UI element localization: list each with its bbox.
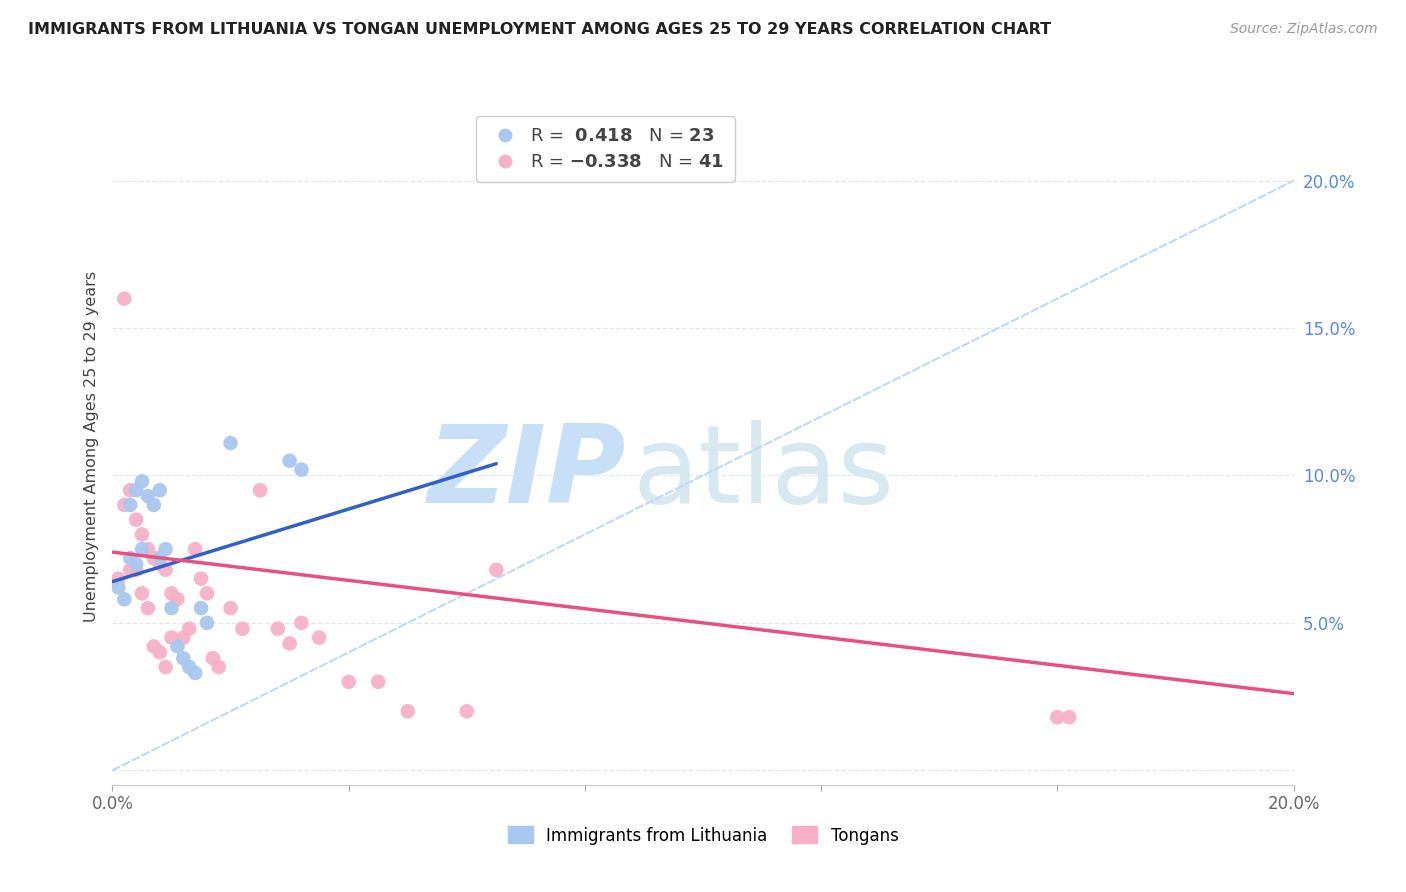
Point	[172, 651, 194, 665]
Point	[184, 542, 207, 557]
Point	[125, 513, 148, 527]
Point	[195, 615, 218, 630]
Point	[142, 551, 165, 566]
Point	[160, 631, 183, 645]
Point	[142, 498, 165, 512]
Point	[149, 551, 172, 566]
Point	[149, 483, 172, 498]
Point	[278, 454, 301, 468]
Point	[219, 601, 242, 615]
Point	[166, 592, 188, 607]
Text: ZIP: ZIP	[427, 420, 626, 526]
Point	[1046, 710, 1069, 724]
Point	[195, 586, 218, 600]
Point	[396, 704, 419, 718]
Point	[131, 542, 153, 557]
Point	[231, 622, 253, 636]
Legend: Immigrants from Lithuania, Tongans: Immigrants from Lithuania, Tongans	[501, 820, 905, 851]
Point	[166, 640, 188, 654]
Text: IMMIGRANTS FROM LITHUANIA VS TONGAN UNEMPLOYMENT AMONG AGES 25 TO 29 YEARS CORRE: IMMIGRANTS FROM LITHUANIA VS TONGAN UNEM…	[28, 22, 1052, 37]
Point	[131, 527, 153, 541]
Point	[160, 601, 183, 615]
Point	[136, 601, 159, 615]
Point	[267, 622, 290, 636]
Point	[107, 572, 129, 586]
Point	[190, 572, 212, 586]
Point	[485, 563, 508, 577]
Point	[290, 615, 312, 630]
Point	[142, 640, 165, 654]
Point	[112, 592, 135, 607]
Point	[136, 489, 159, 503]
Point	[149, 645, 172, 659]
Point	[160, 586, 183, 600]
Point	[120, 563, 142, 577]
Text: Source: ZipAtlas.com: Source: ZipAtlas.com	[1230, 22, 1378, 37]
Point	[155, 660, 177, 674]
Point	[1057, 710, 1080, 724]
Point	[179, 622, 201, 636]
Point	[131, 586, 153, 600]
Point	[308, 631, 330, 645]
Point	[249, 483, 271, 498]
Point	[107, 581, 129, 595]
Point	[172, 631, 194, 645]
Point	[125, 483, 148, 498]
Point	[190, 601, 212, 615]
Point	[120, 498, 142, 512]
Point	[112, 292, 135, 306]
Point	[337, 674, 360, 689]
Point	[456, 704, 478, 718]
Point	[201, 651, 224, 665]
Point	[125, 557, 148, 571]
Point	[219, 436, 242, 450]
Point	[149, 557, 172, 571]
Point	[136, 542, 159, 557]
Point	[367, 674, 389, 689]
Point	[278, 636, 301, 650]
Point	[120, 551, 142, 566]
Point	[120, 483, 142, 498]
Point	[179, 660, 201, 674]
Point	[184, 665, 207, 680]
Text: atlas: atlas	[633, 420, 894, 526]
Point	[208, 660, 231, 674]
Point	[155, 542, 177, 557]
Y-axis label: Unemployment Among Ages 25 to 29 years: Unemployment Among Ages 25 to 29 years	[83, 270, 98, 622]
Point	[112, 498, 135, 512]
Point	[155, 563, 177, 577]
Point	[125, 563, 148, 577]
Point	[131, 475, 153, 489]
Point	[290, 462, 312, 476]
